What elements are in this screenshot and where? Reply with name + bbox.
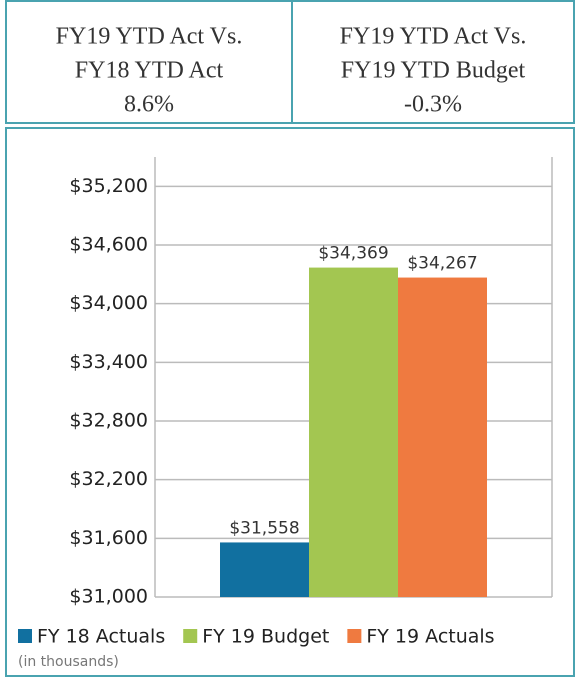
kpi-text: 8.6% [124, 92, 174, 118]
kpi-text: FY18 YTD Act [75, 58, 224, 84]
note: (in thousands) [18, 654, 119, 670]
y-tick-label: $32,800 [69, 410, 148, 432]
kpi-text: FY19 YTD Act Vs. [340, 24, 527, 50]
y-tick-label: $34,600 [69, 234, 148, 256]
data-label: $31,558 [229, 518, 299, 538]
y-tick-label: $33,400 [69, 351, 148, 373]
y-tick-label: $32,200 [69, 468, 148, 490]
legend-label: FY 19 Actuals [366, 626, 494, 648]
kpi-text: FY19 YTD Budget [341, 58, 526, 84]
y-tick-label: $35,200 [69, 175, 148, 197]
y-tick-label: $31,600 [69, 527, 148, 549]
kpi-box [291, 0, 575, 124]
y-tick-label: $34,000 [69, 292, 148, 314]
bar [309, 267, 398, 597]
bar [220, 542, 309, 597]
kpi-text: -0.3% [404, 92, 462, 118]
chart-box [5, 127, 575, 677]
legend-swatch [183, 629, 198, 643]
legend-label: FY 19 Budget [202, 626, 329, 648]
legend-swatch [18, 629, 32, 643]
data-label: $34,369 [318, 244, 388, 264]
kpi-text: FY19 YTD Act Vs. [56, 24, 243, 50]
legend-swatch [347, 629, 362, 643]
y-tick-label: $31,000 [69, 586, 148, 608]
data-label: $34,267 [407, 254, 477, 274]
legend-label: FY 18 Actuals [37, 626, 165, 648]
bar [398, 277, 487, 597]
